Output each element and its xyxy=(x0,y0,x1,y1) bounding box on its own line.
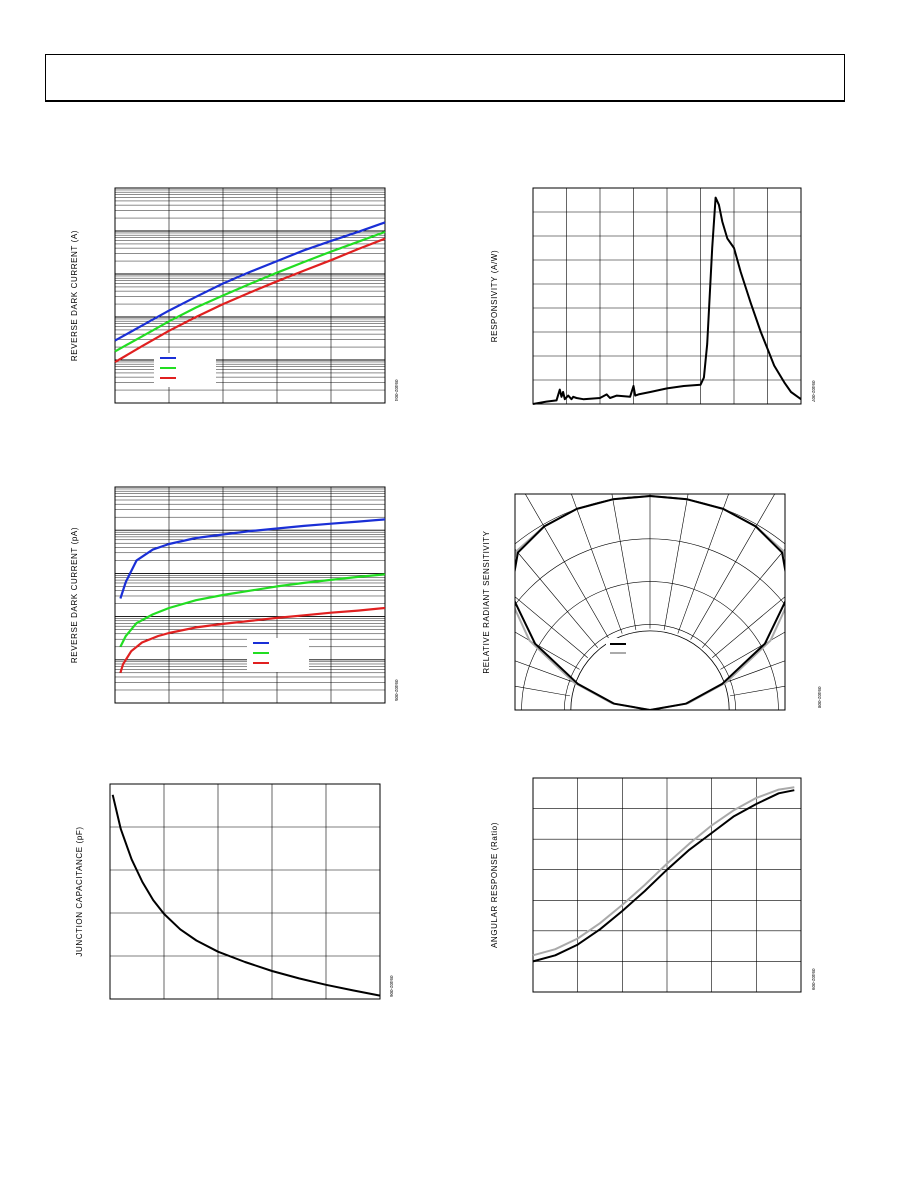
figure-number: 09402-007 xyxy=(811,380,816,402)
y-axis-label: REVERSE DARK CURRENT (pA) xyxy=(70,527,79,663)
series-line-2 xyxy=(119,573,386,648)
series-line-1 xyxy=(119,518,386,599)
series-line-1 xyxy=(532,786,795,957)
polar-spoke xyxy=(690,494,776,640)
plot-frame xyxy=(532,777,802,993)
polar-spoke xyxy=(515,596,588,658)
series-line-2 xyxy=(532,789,795,963)
polar-spoke xyxy=(730,685,785,697)
figure-number: 09402-006 xyxy=(389,975,394,997)
y-axis-label: REVERSE DARK CURRENT (A) xyxy=(70,230,79,361)
polar-spoke xyxy=(712,596,785,658)
y-axis-label: RESPONSIVITY (A/W) xyxy=(490,250,499,342)
polar-spoke xyxy=(515,660,574,683)
c4-chart: RELATIVE RADIANT SENSITIVITY 09402-008 xyxy=(482,493,822,711)
series-line-1 xyxy=(114,221,386,342)
polar-spoke xyxy=(611,494,637,630)
polar-spoke xyxy=(571,494,623,634)
c2-chart: RESPONSIVITY (A/W) 09402-007 xyxy=(490,187,816,405)
plot-frame xyxy=(109,783,381,1000)
plot-frame xyxy=(114,486,386,704)
plot-frame xyxy=(114,187,386,404)
c1-chart: REVERSE DARK CURRENT (A) 09402-004 xyxy=(70,187,399,404)
y-axis-label: JUNCTION CAPACITANCE (pF) xyxy=(75,826,84,956)
series-line-2 xyxy=(114,230,386,353)
legend-box xyxy=(606,638,666,660)
polar-spoke xyxy=(515,548,598,648)
c3-chart: REVERSE DARK CURRENT (pA) 09402-005 xyxy=(70,486,399,704)
plot-frame xyxy=(532,187,802,405)
polar-spoke xyxy=(663,494,689,630)
polar-spoke xyxy=(720,631,785,670)
polar-spoke xyxy=(524,494,610,640)
series-line-2 xyxy=(515,495,785,710)
figure-number: 09402-008 xyxy=(817,686,822,708)
series-line-1 xyxy=(532,196,802,405)
polar-spoke xyxy=(702,548,785,648)
y-axis-label: RELATIVE RADIANT SENSITIVITY xyxy=(482,530,491,673)
series-line-1 xyxy=(111,794,381,997)
y-axis-label: ANGULAR RESPONSE (Ratio) xyxy=(490,822,499,948)
plot-frame xyxy=(514,493,786,711)
polar-spoke xyxy=(677,494,729,634)
series-line-3 xyxy=(114,237,386,364)
polar-spoke xyxy=(726,660,785,683)
figure-number: 09402-009 xyxy=(811,968,816,990)
series-line-3 xyxy=(119,606,386,674)
c6-chart: ANGULAR RESPONSE (Ratio) 09402-009 xyxy=(490,777,816,993)
figure-number: 09402-004 xyxy=(394,379,399,401)
page-header-box xyxy=(45,54,845,102)
figure-number: 09402-005 xyxy=(394,679,399,701)
c5-chart: JUNCTION CAPACITANCE (pF) 09402-006 xyxy=(75,783,394,1000)
